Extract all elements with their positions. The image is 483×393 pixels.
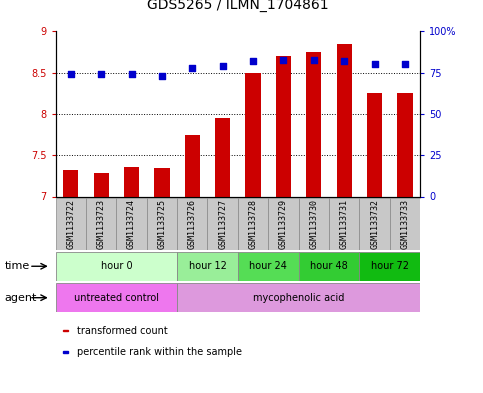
Bar bbox=[215, 118, 230, 196]
Text: hour 72: hour 72 bbox=[371, 261, 409, 271]
Bar bbox=[306, 52, 322, 196]
Point bbox=[128, 71, 135, 77]
Text: GSM1133728: GSM1133728 bbox=[249, 199, 257, 249]
Bar bbox=[398, 93, 412, 196]
Bar bbox=[298, 198, 329, 250]
Bar bbox=[208, 198, 238, 250]
Bar bbox=[298, 252, 359, 281]
Text: agent: agent bbox=[5, 293, 37, 303]
Text: transformed count: transformed count bbox=[77, 326, 168, 336]
Point bbox=[67, 71, 74, 77]
Text: GSM1133729: GSM1133729 bbox=[279, 199, 288, 249]
Bar bbox=[154, 169, 170, 196]
Bar bbox=[329, 198, 359, 250]
Bar bbox=[185, 134, 200, 196]
Bar bbox=[94, 173, 109, 196]
Bar bbox=[124, 167, 139, 196]
Text: GSM1133723: GSM1133723 bbox=[97, 199, 106, 249]
Bar bbox=[276, 56, 291, 196]
Text: GSM1133726: GSM1133726 bbox=[188, 199, 197, 249]
Text: GSM1133732: GSM1133732 bbox=[370, 199, 379, 249]
Text: GSM1133727: GSM1133727 bbox=[218, 199, 227, 249]
Text: time: time bbox=[5, 261, 30, 271]
Text: GDS5265 / ILMN_1704861: GDS5265 / ILMN_1704861 bbox=[147, 0, 329, 12]
Text: GSM1133731: GSM1133731 bbox=[340, 199, 349, 249]
Bar bbox=[245, 73, 261, 196]
Bar bbox=[56, 198, 86, 250]
Text: hour 12: hour 12 bbox=[188, 261, 227, 271]
Point bbox=[158, 73, 166, 79]
Point bbox=[188, 64, 196, 71]
Bar bbox=[86, 198, 116, 250]
Bar bbox=[147, 198, 177, 250]
Text: percentile rank within the sample: percentile rank within the sample bbox=[77, 347, 242, 357]
Text: untreated control: untreated control bbox=[74, 293, 159, 303]
Point bbox=[401, 61, 409, 68]
Bar bbox=[268, 198, 298, 250]
Text: GSM1133730: GSM1133730 bbox=[309, 199, 318, 249]
Point bbox=[371, 61, 379, 68]
Bar bbox=[63, 330, 68, 331]
Bar bbox=[367, 93, 382, 196]
Text: hour 24: hour 24 bbox=[249, 261, 287, 271]
Bar bbox=[238, 198, 268, 250]
Text: hour 48: hour 48 bbox=[310, 261, 348, 271]
Point bbox=[280, 56, 287, 62]
Bar bbox=[56, 252, 177, 281]
Bar bbox=[177, 283, 420, 312]
Bar bbox=[390, 198, 420, 250]
Point bbox=[97, 71, 105, 77]
Bar bbox=[238, 252, 298, 281]
Bar bbox=[56, 283, 177, 312]
Text: GSM1133722: GSM1133722 bbox=[66, 199, 75, 249]
Text: GSM1133733: GSM1133733 bbox=[400, 199, 410, 249]
Bar bbox=[359, 252, 420, 281]
Text: mycophenolic acid: mycophenolic acid bbox=[253, 293, 344, 303]
Bar bbox=[177, 252, 238, 281]
Bar bbox=[359, 198, 390, 250]
Text: GSM1133724: GSM1133724 bbox=[127, 199, 136, 249]
Bar bbox=[63, 170, 78, 196]
Text: GSM1133725: GSM1133725 bbox=[157, 199, 167, 249]
Bar bbox=[116, 198, 147, 250]
Text: hour 0: hour 0 bbox=[100, 261, 132, 271]
Point bbox=[219, 63, 227, 69]
Point bbox=[310, 56, 318, 62]
Bar bbox=[177, 198, 208, 250]
Bar bbox=[337, 44, 352, 196]
Point bbox=[341, 58, 348, 64]
Bar bbox=[63, 351, 68, 353]
Point bbox=[249, 58, 257, 64]
